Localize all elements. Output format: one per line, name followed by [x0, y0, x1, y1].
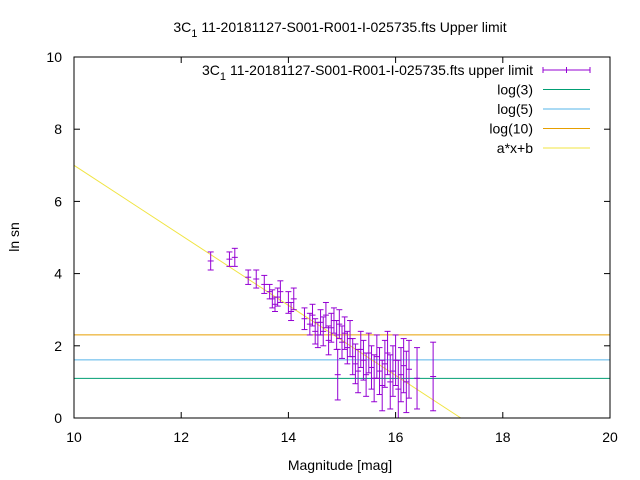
data-point	[376, 347, 383, 396]
data-point	[269, 289, 276, 309]
x-tick-label: 16	[388, 429, 404, 445]
data-point	[288, 301, 295, 322]
legend-entry: 3C1 11-20181127-S001-R001-I-025735.fts up…	[202, 62, 591, 83]
data-point	[344, 330, 351, 365]
data-point	[357, 330, 364, 368]
data-point	[414, 347, 421, 410]
data-point	[403, 350, 410, 414]
data-point	[336, 309, 343, 340]
data-point	[322, 301, 329, 329]
y-axis-label: ln sn	[6, 222, 22, 252]
plot-frame	[73, 56, 611, 419]
data-point	[320, 316, 327, 347]
data-point	[226, 251, 233, 267]
legend-entry: a*x+b	[497, 140, 590, 156]
y-tick-label: 0	[54, 410, 62, 426]
legend-label: log(3)	[497, 82, 533, 98]
legend-label: a*x+b	[497, 140, 533, 156]
x-tick-label: 10	[66, 429, 82, 445]
data-point	[360, 339, 367, 381]
data-point	[400, 338, 407, 394]
data-point	[274, 287, 281, 307]
data-point	[430, 341, 437, 412]
legend-entry: log(10)	[489, 121, 590, 137]
data-point	[306, 312, 313, 336]
y-tick-label: 6	[54, 193, 62, 209]
data-point	[334, 348, 341, 401]
data-point	[381, 339, 388, 388]
data-point	[387, 354, 394, 410]
y-tick-label: 10	[46, 49, 62, 65]
data-point	[290, 287, 297, 311]
data-point	[384, 330, 391, 376]
x-axis-label: Magnitude [mag]	[288, 457, 392, 473]
y-axis-ticks: 0 2 4 6 8 10	[46, 49, 610, 426]
x-axis-ticks: 10 12 14 16 18 20	[66, 57, 618, 445]
data-point	[207, 251, 214, 271]
data-point	[231, 247, 238, 267]
data-point	[253, 269, 260, 289]
legend: 3C1 11-20181127-S001-R001-I-025735.fts up…	[202, 62, 591, 156]
legend-entry: log(3)	[497, 82, 590, 98]
legend-entry: log(5)	[497, 101, 590, 117]
data-point	[341, 316, 348, 350]
data-point	[301, 307, 308, 331]
data-point	[261, 274, 268, 294]
x-tick-label: 18	[495, 429, 511, 445]
data-point	[349, 338, 356, 376]
error-bar-points	[207, 247, 437, 419]
y-tick-label: 8	[54, 121, 62, 137]
data-point	[245, 269, 252, 285]
data-point	[406, 339, 412, 399]
data-point	[365, 332, 372, 374]
y-tick-label: 4	[54, 266, 62, 282]
x-tick-label: 12	[173, 429, 189, 445]
legend-label: log(10)	[489, 121, 533, 137]
data-point	[325, 325, 332, 356]
x-tick-label: 20	[602, 429, 618, 445]
data-point	[312, 318, 319, 345]
data-point	[379, 359, 386, 412]
chart-title: 3C1 11-20181127-S001-R001-I-025735.fts Up…	[173, 19, 506, 40]
legend-label: log(5)	[497, 101, 533, 117]
data-point	[328, 312, 335, 343]
data-point	[352, 343, 359, 385]
legend-label: 3C1 11-20181127-S001-R001-I-025735.fts up…	[202, 62, 533, 83]
data-point	[277, 280, 284, 303]
data-point	[339, 325, 345, 359]
data-point	[309, 303, 316, 327]
data-point	[368, 345, 375, 390]
data-point	[317, 309, 324, 336]
x-tick-label: 14	[281, 429, 297, 445]
data-point	[389, 345, 396, 397]
y-tick-label: 2	[54, 338, 62, 354]
